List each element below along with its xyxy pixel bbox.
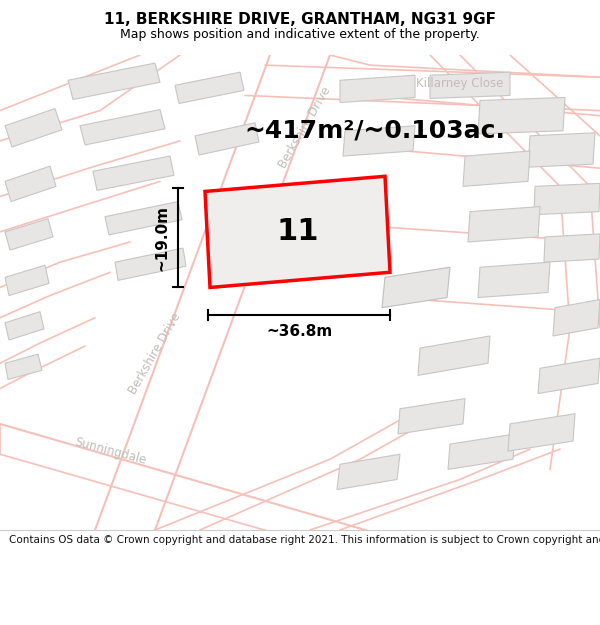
Polygon shape [430,72,510,99]
Polygon shape [5,312,44,340]
Text: Berkshire Drive: Berkshire Drive [127,310,184,396]
Text: 11, BERKSHIRE DRIVE, GRANTHAM, NG31 9GF: 11, BERKSHIRE DRIVE, GRANTHAM, NG31 9GF [104,12,496,27]
Polygon shape [478,262,550,298]
Text: ~19.0m: ~19.0m [155,205,170,271]
Polygon shape [175,72,244,104]
Polygon shape [105,201,182,235]
Polygon shape [5,109,62,147]
Text: Contains OS data © Crown copyright and database right 2021. This information is : Contains OS data © Crown copyright and d… [9,535,600,545]
Polygon shape [534,183,600,214]
Polygon shape [418,336,490,376]
Polygon shape [68,63,160,99]
Polygon shape [5,166,56,201]
Polygon shape [337,454,400,489]
Polygon shape [448,434,515,469]
Text: ~36.8m: ~36.8m [266,324,332,339]
Polygon shape [508,414,575,451]
Polygon shape [398,399,465,434]
Polygon shape [538,358,600,394]
Text: Killarney Close: Killarney Close [416,77,503,90]
Polygon shape [468,207,540,242]
Text: 11: 11 [276,217,319,246]
Polygon shape [5,265,49,296]
Text: Berkshire Drive: Berkshire Drive [277,85,334,171]
Polygon shape [5,354,42,379]
Polygon shape [80,109,165,145]
Polygon shape [115,248,186,281]
Text: Map shows position and indicative extent of the property.: Map shows position and indicative extent… [120,28,480,41]
Polygon shape [5,219,53,250]
Text: Sunningdale: Sunningdale [73,436,147,467]
Polygon shape [382,268,450,308]
Polygon shape [205,176,390,288]
Polygon shape [478,98,565,134]
Polygon shape [553,299,600,336]
Polygon shape [343,126,415,156]
Polygon shape [340,75,415,102]
Polygon shape [463,151,530,186]
Polygon shape [528,133,595,167]
Polygon shape [544,234,600,262]
Text: ~417m²/~0.103ac.: ~417m²/~0.103ac. [245,119,505,142]
Polygon shape [93,156,174,191]
Polygon shape [195,122,259,155]
